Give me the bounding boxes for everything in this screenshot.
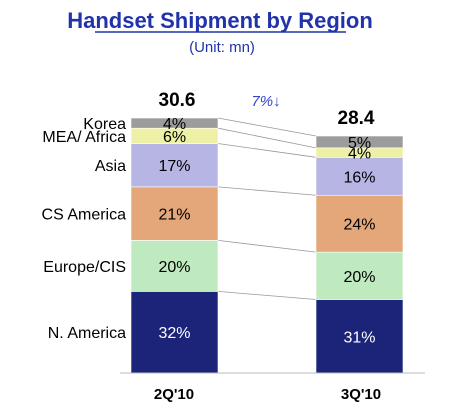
total-label-2q10: 30.6 (159, 90, 196, 111)
connector-line (217, 291, 317, 300)
connector-lines (217, 117, 317, 300)
data-label-cs-america-2q-10: 21% (158, 207, 190, 224)
data-label-asia-2q-10: 17% (158, 158, 190, 175)
data-label-europe-cis-2q-10: 20% (158, 259, 190, 276)
data-label-korea-2q-10: 4% (163, 116, 186, 133)
category-label-europe-cis: Europe/CIS (43, 259, 126, 276)
category-label-asia: Asia (95, 158, 126, 175)
chart-subtitle: (Unit: mn) (189, 39, 255, 56)
data-label-europe-cis-3q-10: 20% (343, 269, 375, 286)
data-label-asia-3q-10: 16% (343, 169, 375, 186)
x-tick-2q10: 2Q'10 (154, 386, 194, 403)
category-label-mea-africa: MEA/ Africa (42, 129, 126, 146)
data-label-korea-3q-10: 5% (348, 135, 371, 152)
bar-segment-asia-2q-10 (130, 143, 219, 188)
category-label-n-america: N. America (48, 325, 126, 342)
category-label-korea: Korea (83, 116, 126, 133)
connector-line (217, 186, 317, 196)
bar-segment-cs-america-3q-10 (315, 194, 404, 253)
chart-title: Handset Shipment by Region (67, 8, 373, 33)
data-label-mea-africa-2q-10: 6% (163, 129, 186, 146)
category-labels: N. America Europe/CIS CS America Asia MEA/ A… (42, 116, 127, 342)
x-tick-3q10: 3Q'10 (341, 386, 381, 403)
connector-line (217, 143, 317, 158)
data-label-mea-africa-3q-10: 4% (348, 146, 371, 163)
change-label: 7%↓ (251, 93, 280, 110)
category-label-cs-america: CS America (42, 207, 127, 224)
data-label-n-america-2q-10: 32% (158, 325, 190, 342)
bar-segment-europe-cis-2q-10 (130, 240, 219, 292)
data-label-n-america-3q-10: 31% (343, 329, 375, 346)
connector-line (217, 127, 317, 149)
bar-segment-asia-3q-10 (315, 157, 404, 196)
total-label-3q10: 28.4 (338, 108, 375, 129)
connector-line (217, 240, 317, 253)
data-label-cs-america-3q-10: 24% (343, 217, 375, 234)
connector-line (217, 117, 317, 137)
bars-group: 32%20%21%17%6%4%31%20%24%16%4%5% (130, 116, 404, 374)
bar-segment-korea-3q-10 (315, 135, 404, 149)
bar-segment-europe-cis-3q-10 (315, 251, 404, 300)
bar-segment-korea-2q-10 (130, 117, 219, 129)
